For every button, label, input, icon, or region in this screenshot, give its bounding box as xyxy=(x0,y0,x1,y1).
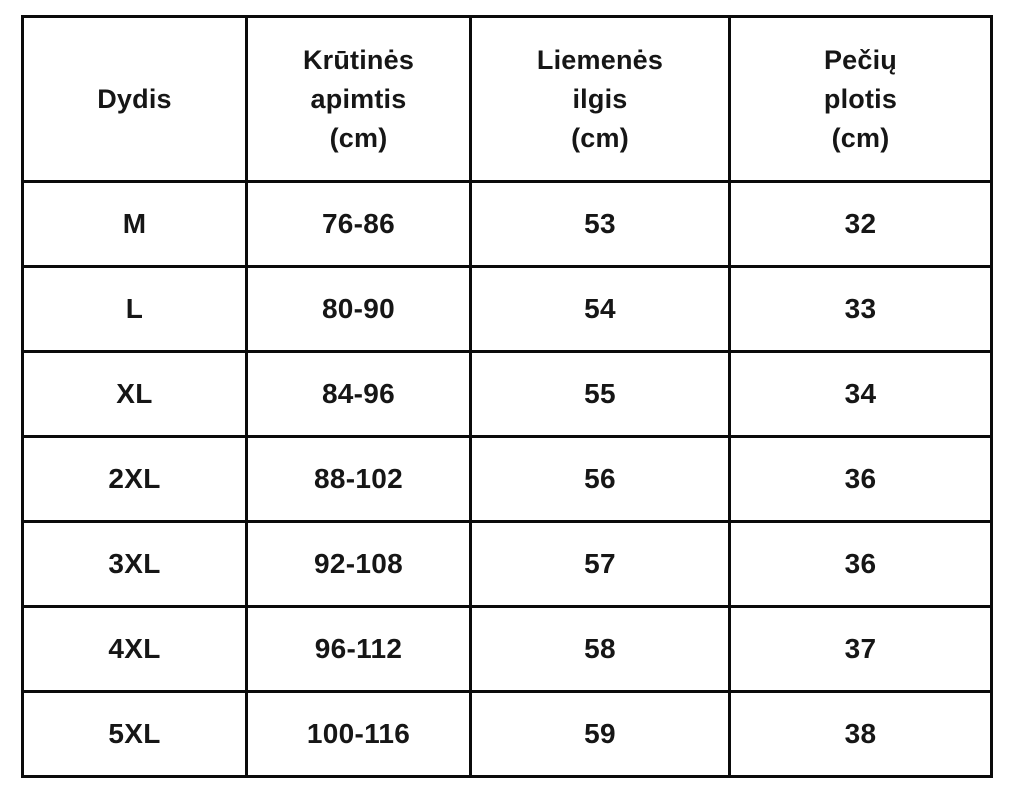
cell-chest: 80-90 xyxy=(245,265,472,353)
cell-shoulder-width: 37 xyxy=(728,605,993,693)
column-header-vest-length: Liemenės ilgis (cm) xyxy=(469,15,731,183)
cell-vest-length: 53 xyxy=(469,180,731,268)
cell-chest: 96-112 xyxy=(245,605,472,693)
table-row: XL 84-96 55 34 xyxy=(21,350,993,438)
cell-vest-length: 57 xyxy=(469,520,731,608)
table-row: 3XL 92-108 57 36 xyxy=(21,520,993,608)
cell-size: 2XL xyxy=(21,435,248,523)
size-chart-container: Dydis Krūtinės apimtis (cm) Liemenės ilg… xyxy=(21,15,993,778)
cell-chest: 100-116 xyxy=(245,690,472,778)
column-header-chest-circumference: Krūtinės apimtis (cm) xyxy=(245,15,472,183)
cell-size: 5XL xyxy=(21,690,248,778)
cell-shoulder-width: 32 xyxy=(728,180,993,268)
cell-size: L xyxy=(21,265,248,353)
size-chart-table: Dydis Krūtinės apimtis (cm) Liemenės ilg… xyxy=(21,15,993,778)
cell-shoulder-width: 34 xyxy=(728,350,993,438)
cell-chest: 76-86 xyxy=(245,180,472,268)
cell-size: M xyxy=(21,180,248,268)
table-row: 2XL 88-102 56 36 xyxy=(21,435,993,523)
header-row: Dydis Krūtinės apimtis (cm) Liemenės ilg… xyxy=(21,15,993,183)
cell-size: 3XL xyxy=(21,520,248,608)
cell-vest-length: 56 xyxy=(469,435,731,523)
cell-vest-length: 55 xyxy=(469,350,731,438)
cell-chest: 84-96 xyxy=(245,350,472,438)
cell-vest-length: 54 xyxy=(469,265,731,353)
table-row: 4XL 96-112 58 37 xyxy=(21,605,993,693)
cell-shoulder-width: 33 xyxy=(728,265,993,353)
column-header-size: Dydis xyxy=(21,15,248,183)
cell-vest-length: 58 xyxy=(469,605,731,693)
cell-chest: 88-102 xyxy=(245,435,472,523)
cell-chest: 92-108 xyxy=(245,520,472,608)
table-row: 5XL 100-116 59 38 xyxy=(21,690,993,778)
cell-shoulder-width: 38 xyxy=(728,690,993,778)
cell-vest-length: 59 xyxy=(469,690,731,778)
cell-shoulder-width: 36 xyxy=(728,435,993,523)
table-row: L 80-90 54 33 xyxy=(21,265,993,353)
cell-shoulder-width: 36 xyxy=(728,520,993,608)
table-row: M 76-86 53 32 xyxy=(21,180,993,268)
cell-size: XL xyxy=(21,350,248,438)
cell-size: 4XL xyxy=(21,605,248,693)
column-header-shoulder-width: Pečių plotis (cm) xyxy=(728,15,993,183)
